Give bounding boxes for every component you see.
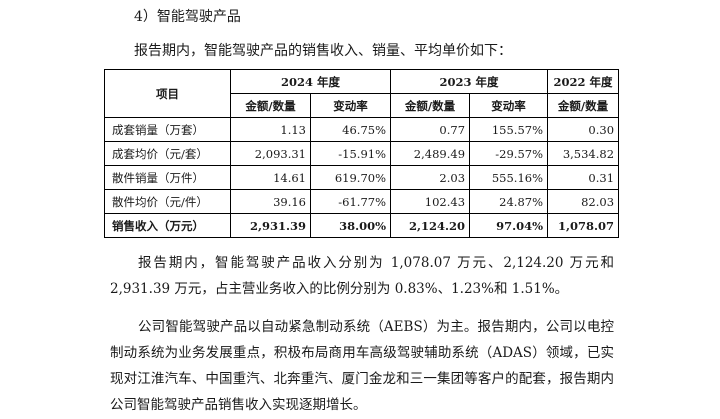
table-cell: 97.04% bbox=[469, 213, 549, 238]
table-cell: -61.77% bbox=[309, 189, 392, 214]
table-cell: 2.03 bbox=[390, 165, 471, 190]
product-description-paragraph: 公司智能驾驶产品以自动紧急制动系统（AEBS）为主。报告期内，公司以电控制动系统… bbox=[110, 319, 614, 413]
subheader-amount: 金额/数量 bbox=[390, 93, 471, 118]
table-row: 成套均价（元/套） 2,093.31 -15.91% 2,489.49 -29.57% 3… bbox=[104, 141, 620, 166]
subheader-amount: 金额/数量 bbox=[547, 93, 620, 118]
table-cell: 3,534.82 bbox=[547, 141, 620, 166]
subheader-amount: 金额/数量 bbox=[230, 93, 311, 118]
table-cell: 555.16% bbox=[469, 165, 549, 190]
table-row: 成套销量（万套） 1.13 46.75% 0.77 155.57% 0.30 bbox=[104, 117, 620, 142]
table-row: 散件销量（万件） 14.61 619.70% 2.03 555.16% 0.31 bbox=[104, 165, 620, 190]
table-cell: 1.13 bbox=[230, 117, 311, 142]
table-cell: 38.00% bbox=[309, 213, 392, 238]
subheader-change-rate: 变动率 bbox=[309, 93, 392, 118]
header-year-2023: 2023 年度 bbox=[390, 69, 549, 94]
sales-table: 项目 2024 年度 2023 年度 2022 年度 金额/数量 变动率 金额/… bbox=[104, 69, 620, 238]
row-label: 散件均价（元/件） bbox=[104, 189, 231, 214]
row-label: 散件销量（万件） bbox=[104, 165, 231, 190]
table-row: 销售收入（万元） 2,931.39 38.00% 2,124.20 97.04% 1,07… bbox=[104, 213, 620, 238]
table-header-row: 项目 2024 年度 2023 年度 2022 年度 bbox=[104, 69, 620, 118]
table-cell: 39.16 bbox=[230, 189, 311, 214]
table-cell: 0.30 bbox=[547, 117, 620, 142]
table-cell: 24.87% bbox=[469, 189, 549, 214]
header-item: 项目 bbox=[104, 69, 231, 118]
table-cell: 619.70% bbox=[309, 165, 392, 190]
table-cell: -29.57% bbox=[469, 141, 549, 166]
table-intro-text: 报告期内，智能驾驶产品的销售收入、销量、平均单价如下： bbox=[134, 43, 512, 59]
header-year-2022: 2022 年度 bbox=[547, 69, 620, 94]
table-cell: 2,124.20 bbox=[390, 213, 471, 238]
subheader-change-rate: 变动率 bbox=[469, 93, 549, 118]
table-cell: 14.61 bbox=[230, 165, 311, 190]
row-label: 成套销量（万套） bbox=[104, 117, 231, 142]
table-cell: 0.77 bbox=[390, 117, 471, 142]
table-cell: 46.75% bbox=[309, 117, 392, 142]
table-cell: 82.03 bbox=[547, 189, 620, 214]
table-subheader-row: 金额/数量 变动率 金额/数量 变动率 金额/数量 bbox=[105, 93, 620, 118]
table-cell: 2,489.49 bbox=[390, 141, 471, 166]
table-cell: 102.43 bbox=[390, 189, 471, 214]
table-cell: 0.31 bbox=[547, 165, 620, 190]
row-label: 销售收入（万元） bbox=[104, 213, 231, 238]
revenue-paragraph: 报告期内，智能驾驶产品收入分别为 1,078.07 万元、2,124.20 万元… bbox=[110, 255, 614, 297]
table-cell: 2,931.39 bbox=[230, 213, 311, 238]
section-title: 4）智能驾驶产品 bbox=[134, 9, 241, 25]
table-cell: 1,078.07 bbox=[547, 213, 620, 238]
header-year-2024: 2024 年度 bbox=[229, 69, 392, 94]
table-cell: -15.91% bbox=[309, 141, 392, 166]
row-label: 成套均价（元/套） bbox=[104, 141, 231, 166]
table-cell: 2,093.31 bbox=[230, 141, 311, 166]
table-cell: 155.57% bbox=[469, 117, 549, 142]
table-row: 散件均价（元/件） 39.16 -61.77% 102.43 24.87% 82.03 bbox=[104, 189, 620, 214]
